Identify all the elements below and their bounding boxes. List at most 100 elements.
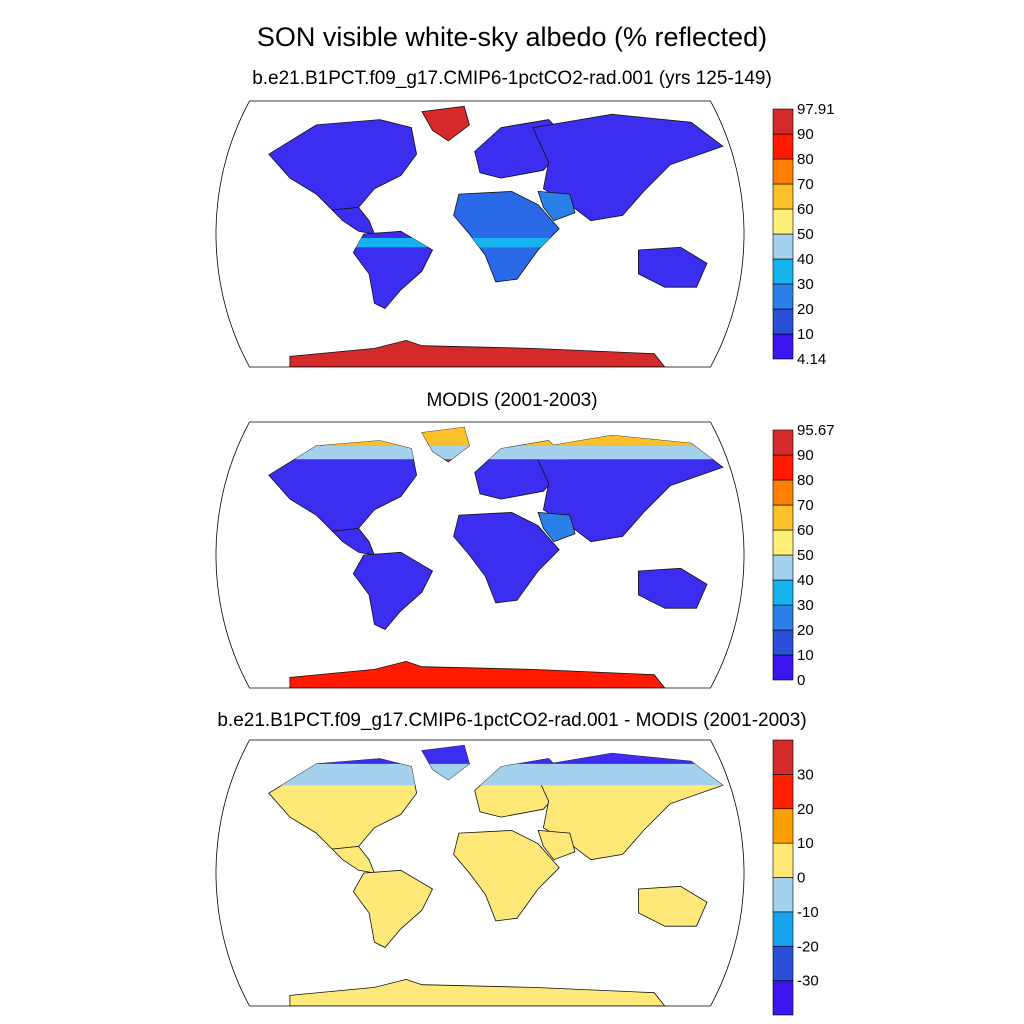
colorbar-segment — [772, 283, 794, 310]
colorbar-tick-label: -20 — [797, 938, 819, 955]
colorbar-tick-label: 4.14 — [797, 351, 826, 368]
panel-3-map — [215, 739, 745, 1007]
colorbar-tick-label: 50 — [797, 547, 814, 564]
map-border — [215, 100, 745, 368]
colorbar-tick-label: 40 — [797, 572, 814, 589]
colorbar-segment — [772, 980, 794, 1016]
colorbar-segment — [772, 454, 794, 481]
colorbar-segment — [772, 479, 794, 506]
albedo-band — [532, 763, 723, 786]
colorbar-tick-label: 30 — [797, 276, 814, 293]
colorbar-segment — [772, 258, 794, 285]
land-australia — [638, 885, 708, 927]
land-northAmerica — [268, 440, 418, 532]
colorbar-segment — [772, 842, 794, 878]
land-antarctica — [289, 660, 666, 688]
land-southAmerica — [352, 869, 434, 948]
panel-3-colorbar: -30 -20 -10 0 10 20 30 — [772, 739, 819, 1016]
land-greenland — [421, 105, 470, 142]
figure-title: SON visible white-sky albedo (% reflecte… — [256, 22, 768, 52]
colorbar-segment — [772, 808, 794, 844]
colorbar-tick-label: 70 — [797, 497, 814, 514]
panel-2-map — [215, 421, 745, 689]
colorbar-segment — [772, 308, 794, 335]
colorbar-segment — [772, 604, 794, 631]
colorbar-segment — [772, 504, 794, 531]
colorbar-tick-label: 80 — [797, 472, 814, 489]
panel-1-subtitle: b.e21.B1PCT.f09_g17.CMIP6-1pctCO2-rad.00… — [252, 68, 772, 89]
colorbar-tick-label: 10 — [797, 647, 814, 664]
colorbar-segment — [772, 774, 794, 810]
land-northAmerica — [268, 119, 418, 211]
colorbar-tick-label: 10 — [797, 835, 814, 852]
colorbar-segment — [772, 579, 794, 606]
colorbar-tick-label: 50 — [797, 226, 814, 243]
land-centralAm — [331, 206, 376, 235]
colorbar-tick-label: -30 — [797, 973, 819, 990]
colorbar-segment — [772, 911, 794, 947]
albedo-band — [453, 237, 560, 248]
colorbar-tick-label: 30 — [797, 597, 814, 614]
colorbar-segment — [772, 945, 794, 981]
land-antarctica — [289, 978, 666, 1006]
colorbar-segment — [772, 158, 794, 185]
albedo-band — [532, 435, 723, 446]
colorbar-tick-label: 80 — [797, 151, 814, 168]
colorbar-tick-label: 70 — [797, 176, 814, 193]
colorbar-tick-label: 20 — [797, 301, 814, 318]
colorbar-segment — [772, 554, 794, 581]
colorbar-segment — [772, 183, 794, 210]
colorbar-tick-label: 90 — [797, 126, 814, 143]
land-africa — [453, 190, 560, 283]
colorbar-segment — [772, 739, 794, 775]
land-arabia — [537, 511, 576, 543]
colorbar-tick-label: 0 — [797, 672, 805, 689]
colorbar-segment — [772, 208, 794, 235]
panel-2-colorbar: 0 10 20 30 40 50 60 70 80 90 95.67 — [772, 422, 835, 689]
colorbar-tick-label: 20 — [797, 622, 814, 639]
land-southAmerica — [352, 230, 434, 309]
colorbar-segment — [772, 233, 794, 260]
land-southAmerica — [352, 551, 434, 630]
panel-1-colorbar: 4.14 10 20 30 40 50 60 70 80 90 97.91 — [772, 101, 835, 368]
albedo-band — [421, 427, 470, 446]
map-border — [215, 421, 745, 689]
panel-3-subtitle: b.e21.B1PCT.f09_g17.CMIP6-1pctCO2-rad.00… — [217, 710, 807, 731]
albedo-band — [532, 753, 723, 764]
land-australia — [638, 567, 708, 609]
colorbar-segment — [772, 333, 794, 360]
land-arabia — [537, 829, 576, 861]
colorbar-segment — [772, 133, 794, 160]
colorbar-segment — [772, 529, 794, 556]
land-africa — [453, 829, 560, 922]
land-asia — [532, 113, 724, 222]
colorbar-tick-label: 40 — [797, 251, 814, 268]
colorbar-segment — [772, 629, 794, 656]
colorbar-segment — [772, 654, 794, 681]
colorbar-tick-label: 60 — [797, 522, 814, 539]
colorbar-tick-label: -10 — [797, 904, 819, 921]
panel-1-map — [215, 100, 745, 368]
map-border — [215, 739, 745, 1007]
colorbar-tick-label: 10 — [797, 326, 814, 343]
colorbar-tick-label: 30 — [797, 766, 814, 783]
colorbar-tick-label: 0 — [797, 870, 805, 887]
land-australia — [638, 246, 708, 288]
albedo-band — [421, 745, 470, 764]
colorbar-tick-label: 20 — [797, 801, 814, 818]
albedo-band — [532, 445, 723, 460]
land-arabia — [537, 190, 576, 222]
colorbar-tick-label: 97.91 — [797, 101, 835, 118]
colorbar-tick-label: 60 — [797, 201, 814, 218]
panel-2-subtitle: MODIS (2001-2003) — [426, 390, 598, 411]
colorbar-tick-label: 90 — [797, 447, 814, 464]
colorbar-segment — [772, 429, 794, 456]
land-centralAm — [331, 527, 376, 556]
land-antarctica — [289, 339, 666, 367]
colorbar-segment — [772, 877, 794, 913]
albedo-band — [353, 237, 433, 248]
land-africa — [453, 511, 560, 604]
land-centralAm — [331, 845, 376, 874]
colorbar-segment — [772, 108, 794, 135]
